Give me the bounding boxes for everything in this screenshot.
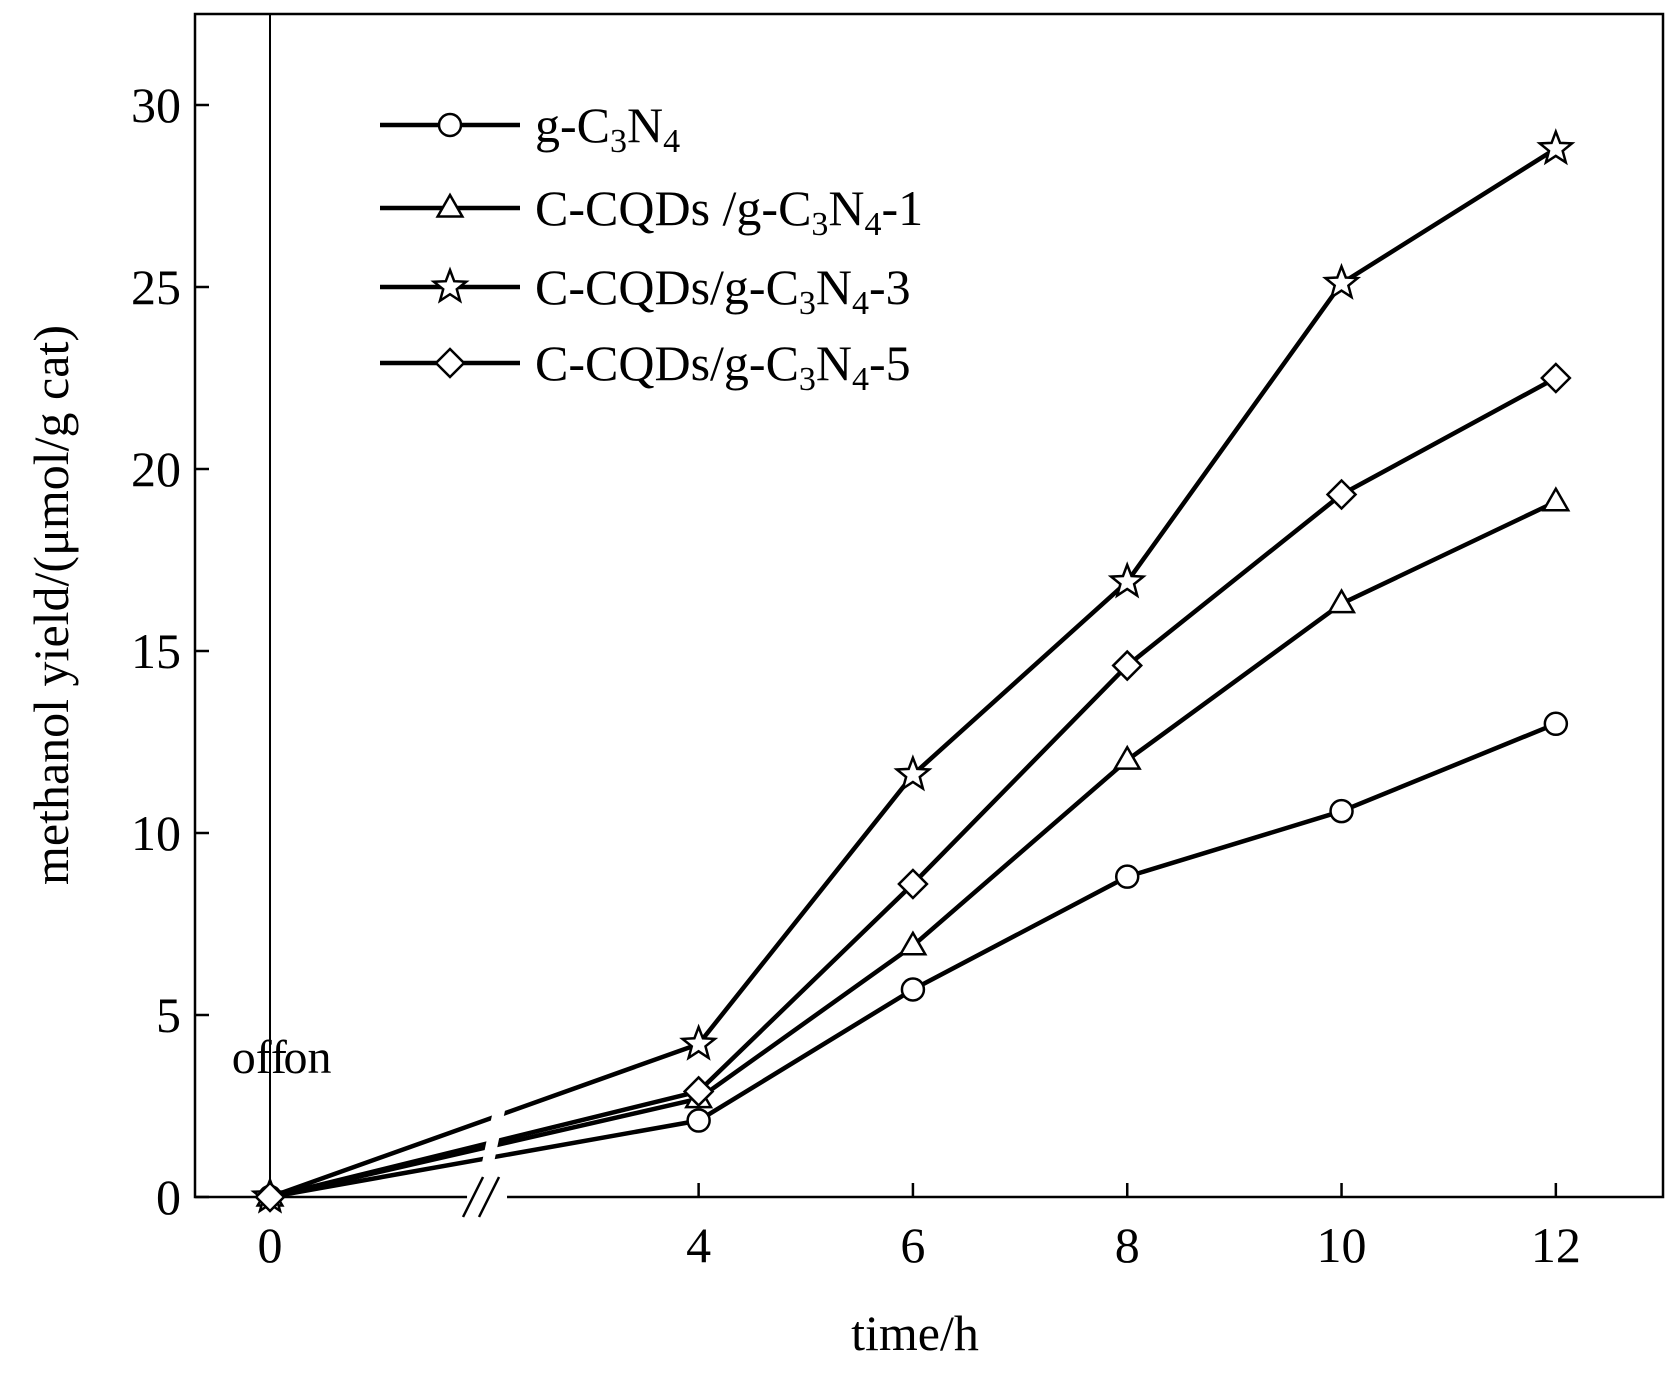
diamond-marker xyxy=(682,1075,715,1108)
circle-marker xyxy=(1329,798,1354,824)
legend-label: g-C3N4 xyxy=(535,97,680,160)
series-line xyxy=(269,499,1557,1200)
legend-subscript: 4 xyxy=(865,206,882,243)
x-tick-label: 0 xyxy=(258,1217,283,1273)
triangle-marker xyxy=(898,930,928,956)
legend-subscript: 3 xyxy=(799,285,816,322)
annotation-off: off xyxy=(232,1031,287,1084)
legend-entry: C-CQDs/g-C3N4-3 xyxy=(380,259,911,322)
diamond-marker xyxy=(897,868,929,900)
legend-subscript: 4 xyxy=(852,285,869,322)
legend-label: C-CQDs/g-C3N4-5 xyxy=(535,335,911,398)
legend-text: C-CQDs/g-C xyxy=(535,259,799,315)
star-marker xyxy=(1107,561,1147,599)
x-tick-label: 4 xyxy=(686,1217,711,1273)
circle-marker xyxy=(686,1108,711,1133)
diamond-marker xyxy=(434,347,466,379)
y-axis: 0 5 10 15 20 25 30 xyxy=(131,77,209,1225)
y-tick-label: 0 xyxy=(156,1169,181,1225)
star-marker xyxy=(679,1023,719,1061)
y-tick-label: 15 xyxy=(131,623,181,679)
legend-text: N xyxy=(816,335,852,391)
y-tick-label: 10 xyxy=(131,805,181,861)
triangle-marker xyxy=(1541,486,1571,512)
x-axis-title: time/h xyxy=(851,1305,979,1361)
diamond-marker xyxy=(1540,362,1572,394)
legend-subscript: 3 xyxy=(610,123,627,160)
legend-text: N xyxy=(828,180,864,236)
x-tick-label: 8 xyxy=(1115,1217,1140,1273)
triangle-marker xyxy=(435,192,465,218)
triangle-marker xyxy=(1327,588,1357,614)
legend-entry: g-C3N4 xyxy=(380,97,680,160)
diamond-marker xyxy=(254,1181,286,1213)
star-marker xyxy=(1536,128,1576,166)
legend-subscript: 3 xyxy=(811,206,828,243)
legend-subscript: 4 xyxy=(663,123,680,160)
diamond-marker xyxy=(1325,478,1358,511)
series-layer xyxy=(250,128,1576,1214)
break-axis-gap xyxy=(467,1191,508,1203)
plot-frame xyxy=(193,12,1665,1199)
y-tick-label: 5 xyxy=(156,987,181,1043)
legend-label: C-CQDs/g-C3N4-3 xyxy=(535,259,911,322)
series-line xyxy=(269,146,1557,1200)
series-triangle xyxy=(255,486,1571,1207)
series-line xyxy=(269,721,1557,1200)
legend-text: -5 xyxy=(869,335,911,391)
triangle-marker xyxy=(1112,744,1142,770)
legend-text: g-C xyxy=(535,97,610,153)
legend-subscript: 4 xyxy=(852,361,869,398)
y-axis-title: methanol yield/(μmol/g cat) xyxy=(23,325,79,885)
y-tick-label: 30 xyxy=(131,77,181,133)
circle-marker xyxy=(900,977,926,1002)
circle-marker xyxy=(1543,711,1569,737)
legend-label: C-CQDs /g-C3N4-1 xyxy=(535,180,923,243)
circle-marker xyxy=(1114,864,1140,889)
diamond-marker xyxy=(1111,649,1144,682)
x-tick-label: 6 xyxy=(900,1217,925,1273)
star-marker xyxy=(893,754,933,792)
series-line xyxy=(269,376,1557,1200)
legend-text: -1 xyxy=(882,180,924,236)
legend-text: -3 xyxy=(869,259,911,315)
circle-marker xyxy=(437,112,463,138)
x-axis: 0 4 6 8 10 12 xyxy=(258,1183,1581,1273)
annotation-on: on xyxy=(284,1031,332,1084)
axis-break xyxy=(461,1091,510,1218)
x-tick-label: 12 xyxy=(1531,1217,1581,1273)
series-star xyxy=(250,128,1576,1214)
legend-text: N xyxy=(627,97,663,153)
break-gap xyxy=(477,1091,510,1187)
legend-entry: C-CQDs /g-C3N4-1 xyxy=(380,180,923,243)
legend-entry: C-CQDs/g-C3N4-5 xyxy=(380,335,911,398)
y-tick-label: 20 xyxy=(131,441,181,497)
legend-subscript: 3 xyxy=(799,361,816,398)
series-diamond xyxy=(254,362,1572,1213)
legend-text: C-CQDs /g-C xyxy=(535,180,811,236)
break-slash xyxy=(461,1176,485,1218)
legend-text: N xyxy=(816,259,852,315)
star-marker xyxy=(1322,262,1362,300)
series-circle xyxy=(257,711,1569,1210)
y-tick-label: 25 xyxy=(131,259,181,315)
break-slash xyxy=(477,1176,501,1218)
legend-text: C-CQDs/g-C xyxy=(535,335,799,391)
star-marker xyxy=(430,266,470,304)
x-tick-label: 10 xyxy=(1317,1217,1367,1273)
